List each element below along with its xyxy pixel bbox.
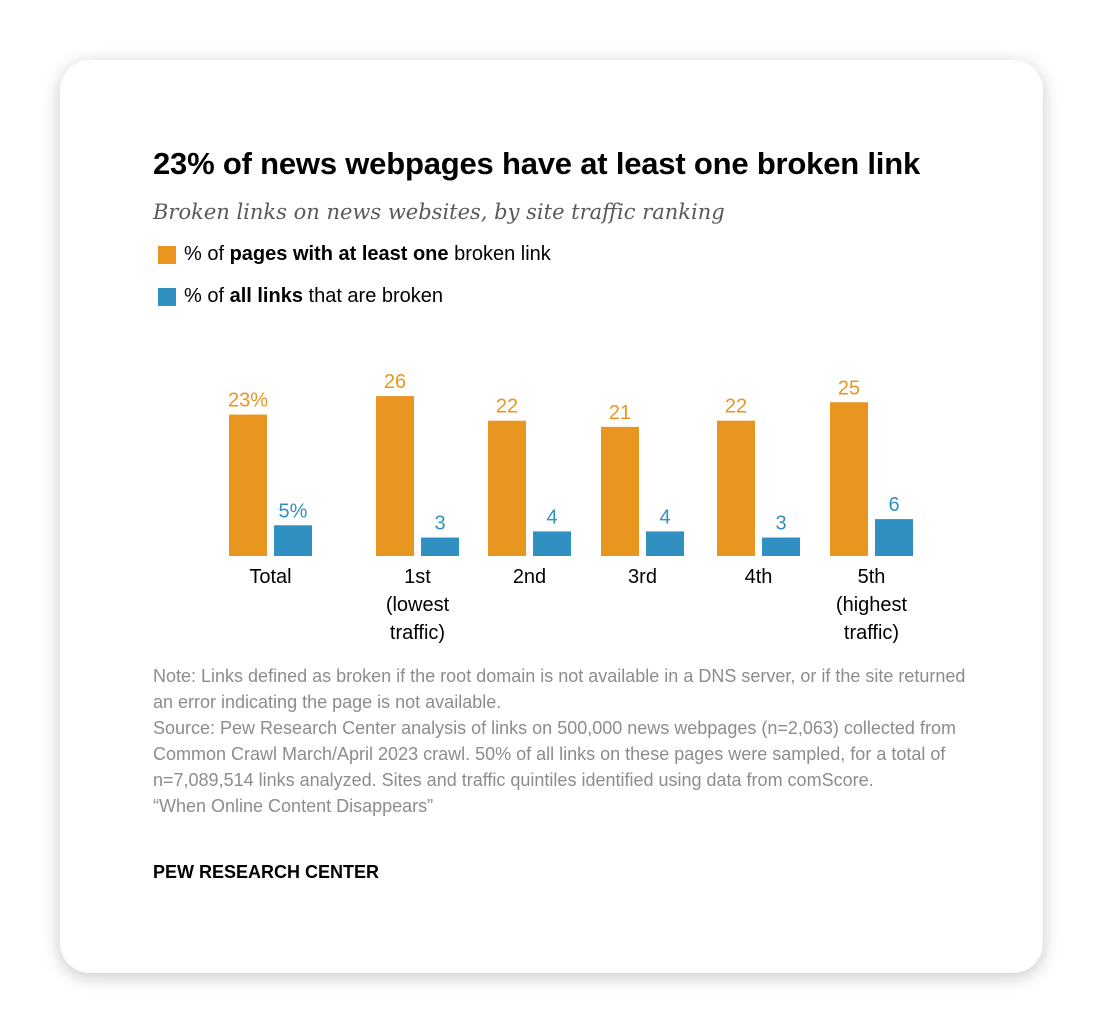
bar-pages-0 bbox=[229, 414, 267, 556]
value-label-links-1: 3 bbox=[434, 513, 445, 535]
bar-pages-4 bbox=[717, 420, 755, 556]
bar-chart: 23% 5% Total 26 3 1st (lowest traffic) 22 4 2nd 21 4… bbox=[228, 371, 913, 644]
chart-title: 23% of news webpages have at least one b… bbox=[153, 146, 920, 181]
brand-label: PEW RESEARCH CENTER bbox=[153, 862, 380, 882]
chart-subtitle: Broken links on news websites, by site t… bbox=[153, 200, 725, 224]
legend-label-links: % of all links that are broken bbox=[184, 285, 444, 307]
legend-swatch-blue bbox=[158, 287, 176, 306]
value-label-links-3: 4 bbox=[659, 506, 670, 528]
bar-pages-5 bbox=[830, 402, 868, 556]
chart-notes: Note: Links defined as broken if the roo… bbox=[153, 663, 973, 819]
bar-links-3 bbox=[646, 531, 684, 556]
value-label-links-5: 6 bbox=[888, 494, 899, 516]
bar-links-1 bbox=[421, 537, 459, 556]
bar-pages-3 bbox=[601, 426, 639, 556]
value-label-links-4: 3 bbox=[775, 513, 786, 535]
bar-links-0 bbox=[274, 525, 312, 556]
value-label-pages-3: 21 bbox=[609, 402, 631, 424]
value-label-links-2: 4 bbox=[546, 506, 557, 528]
legend-label-pages: % of pages with at least one broken link bbox=[184, 243, 551, 265]
value-label-pages-5: 25 bbox=[838, 377, 860, 399]
bar-links-4 bbox=[762, 537, 800, 556]
category-label-5-0: 5th bbox=[858, 566, 886, 588]
category-label-5-1: (highest bbox=[836, 594, 908, 616]
value-label-pages-2: 22 bbox=[496, 396, 518, 418]
category-label-0-0: Total bbox=[249, 566, 291, 588]
legend-item-pages: % of pages with at least one broken link bbox=[158, 243, 551, 266]
category-label-5-2: traffic) bbox=[844, 622, 899, 644]
value-label-pages-4: 22 bbox=[725, 396, 747, 418]
value-label-pages-0: 23% bbox=[228, 390, 268, 412]
category-label-1-0: 1st bbox=[404, 566, 431, 588]
chart-card: 23% of news webpages have at least one b… bbox=[60, 60, 1043, 973]
category-label-1-1: (lowest bbox=[386, 594, 450, 616]
bar-links-2 bbox=[533, 531, 571, 556]
value-label-pages-1: 26 bbox=[384, 371, 406, 393]
category-label-1-2: traffic) bbox=[390, 622, 445, 644]
report-title: “When Online Content Disappears” bbox=[153, 796, 434, 816]
bar-pages-1 bbox=[376, 396, 414, 556]
value-label-links-0: 5% bbox=[279, 500, 308, 522]
bar-links-5 bbox=[875, 519, 913, 556]
category-label-4-0: 4th bbox=[745, 566, 773, 588]
category-label-2-0: 2nd bbox=[513, 566, 546, 588]
source-text: Source: Pew Research Center analysis of … bbox=[153, 718, 956, 790]
note-text: Note: Links defined as broken if the roo… bbox=[153, 666, 966, 712]
category-label-3-0: 3rd bbox=[628, 566, 657, 588]
legend-item-links: % of all links that are broken bbox=[158, 285, 443, 308]
bar-pages-2 bbox=[488, 420, 526, 556]
legend-swatch-orange bbox=[158, 245, 176, 264]
